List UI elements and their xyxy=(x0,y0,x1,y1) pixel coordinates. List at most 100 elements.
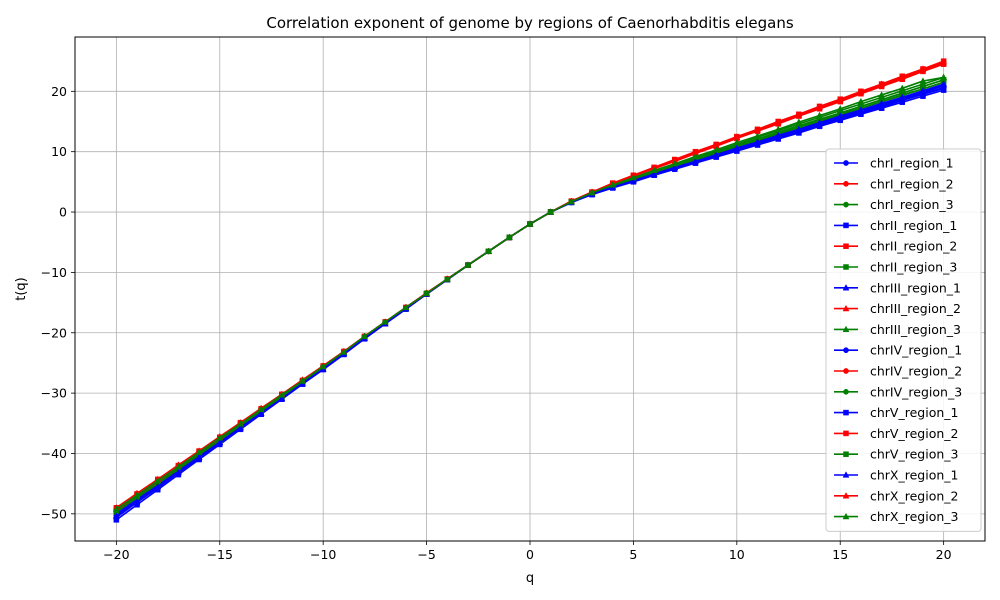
data-point xyxy=(629,173,637,181)
data-point xyxy=(112,512,120,519)
legend-label: chrII_region_1 xyxy=(870,218,957,233)
data-point xyxy=(237,420,244,427)
legend-item: chrV_region_2 xyxy=(834,426,958,441)
legend-label: chrX_region_2 xyxy=(870,488,958,503)
legend-swatch-marker xyxy=(842,325,850,333)
data-point xyxy=(836,105,844,112)
data-point xyxy=(816,111,823,119)
legend-item: chrII_region_3 xyxy=(834,260,957,275)
legend-swatch-marker xyxy=(842,304,850,312)
data-point xyxy=(857,88,865,95)
data-point xyxy=(940,73,948,81)
data-point xyxy=(898,93,906,101)
data-point xyxy=(692,152,699,160)
legend-swatch-marker xyxy=(843,222,849,229)
legend-label: chrV_region_3 xyxy=(870,447,958,462)
legend-label: chrIV_region_2 xyxy=(870,364,962,379)
data-point xyxy=(816,118,823,126)
data-point xyxy=(154,476,162,484)
legend-item: chrIV_region_1 xyxy=(834,343,962,358)
legend-item: chrII_region_1 xyxy=(834,218,957,233)
data-point xyxy=(112,505,120,512)
legend: chrI_region_1 chrI_region_2 chrI_region_3c… xyxy=(825,148,982,532)
x-tick-label: −5 xyxy=(417,547,435,562)
y-tick-label: −40 xyxy=(41,446,67,461)
data-point xyxy=(567,198,575,205)
data-point xyxy=(423,289,431,297)
data-point xyxy=(774,118,782,125)
data-point xyxy=(257,405,265,413)
legend-swatch-marker xyxy=(843,180,849,187)
legend-swatch-marker xyxy=(843,451,849,457)
data-point xyxy=(754,138,761,145)
legend-item: chrX_region_2 xyxy=(834,488,958,503)
data-point xyxy=(919,65,927,72)
data-point xyxy=(919,86,927,94)
legend-label: chrI_region_1 xyxy=(870,156,954,171)
legend-swatch-marker xyxy=(842,471,850,478)
data-point xyxy=(237,423,244,431)
data-point xyxy=(340,348,348,355)
legend-item: chrII_region_2 xyxy=(834,239,957,254)
data-point xyxy=(940,80,948,87)
legend-swatch-marker xyxy=(842,492,850,499)
data-point xyxy=(154,482,162,490)
data-point xyxy=(940,58,948,65)
data-point xyxy=(319,362,327,370)
legend-swatch-marker xyxy=(842,284,850,291)
legend-item: chrIII_region_3 xyxy=(834,322,961,337)
legend-item: chrI_region_1 xyxy=(834,156,954,171)
legend-label: chrIII_region_2 xyxy=(870,301,961,316)
data-point xyxy=(195,453,203,460)
legend-label: chrIV_region_1 xyxy=(870,343,962,358)
y-tick-label: −20 xyxy=(41,325,67,340)
data-point xyxy=(733,138,741,146)
data-point xyxy=(857,106,865,113)
data-point xyxy=(526,220,534,227)
data-point xyxy=(836,96,844,103)
legend-item: chrIV_region_3 xyxy=(834,384,962,399)
legend-label: chrX_region_1 xyxy=(870,468,958,483)
data-point xyxy=(816,103,823,110)
data-point xyxy=(774,125,782,132)
legend-label: chrIV_region_3 xyxy=(870,384,962,399)
data-point xyxy=(485,247,493,254)
data-point xyxy=(216,438,224,446)
data-point xyxy=(712,146,720,153)
data-point xyxy=(361,332,368,340)
x-tick-label: 0 xyxy=(526,547,534,562)
legend-swatch-marker xyxy=(843,347,849,354)
y-axis-label: t(q) xyxy=(14,277,29,301)
data-point xyxy=(774,131,782,139)
data-point xyxy=(857,97,865,105)
legend-item: chrV_region_3 xyxy=(834,447,958,462)
legend-label: chrIII_region_1 xyxy=(870,280,961,295)
data-point xyxy=(671,160,679,167)
data-point xyxy=(609,181,617,188)
data-point xyxy=(278,394,286,402)
data-point xyxy=(878,91,886,98)
data-point xyxy=(712,150,720,158)
legend-swatch-marker xyxy=(843,409,849,416)
y-tick-label: −30 xyxy=(41,386,67,401)
legend-item: chrIII_region_1 xyxy=(834,280,961,295)
legend-item: chrV_region_1 xyxy=(834,405,958,420)
legend-label: chrI_region_2 xyxy=(870,176,954,191)
series-chrX_region_3 xyxy=(112,73,948,512)
data-point xyxy=(195,448,203,455)
data-point xyxy=(443,275,451,282)
data-point xyxy=(836,112,844,119)
data-point xyxy=(650,170,658,177)
chart-title: Correlation exponent of genome by region… xyxy=(266,14,793,32)
y-tick-label: 10 xyxy=(51,144,67,159)
legend-swatch-marker xyxy=(843,368,849,374)
plot-lines xyxy=(112,58,948,523)
legend-label: chrIII_region_3 xyxy=(870,322,961,337)
legend-item: chrI_region_3 xyxy=(834,197,954,212)
data-point xyxy=(754,132,761,139)
data-point xyxy=(174,468,182,475)
x-tick-label: −20 xyxy=(103,547,129,562)
legend-label: chrV_region_1 xyxy=(870,405,958,420)
data-point xyxy=(878,80,886,87)
